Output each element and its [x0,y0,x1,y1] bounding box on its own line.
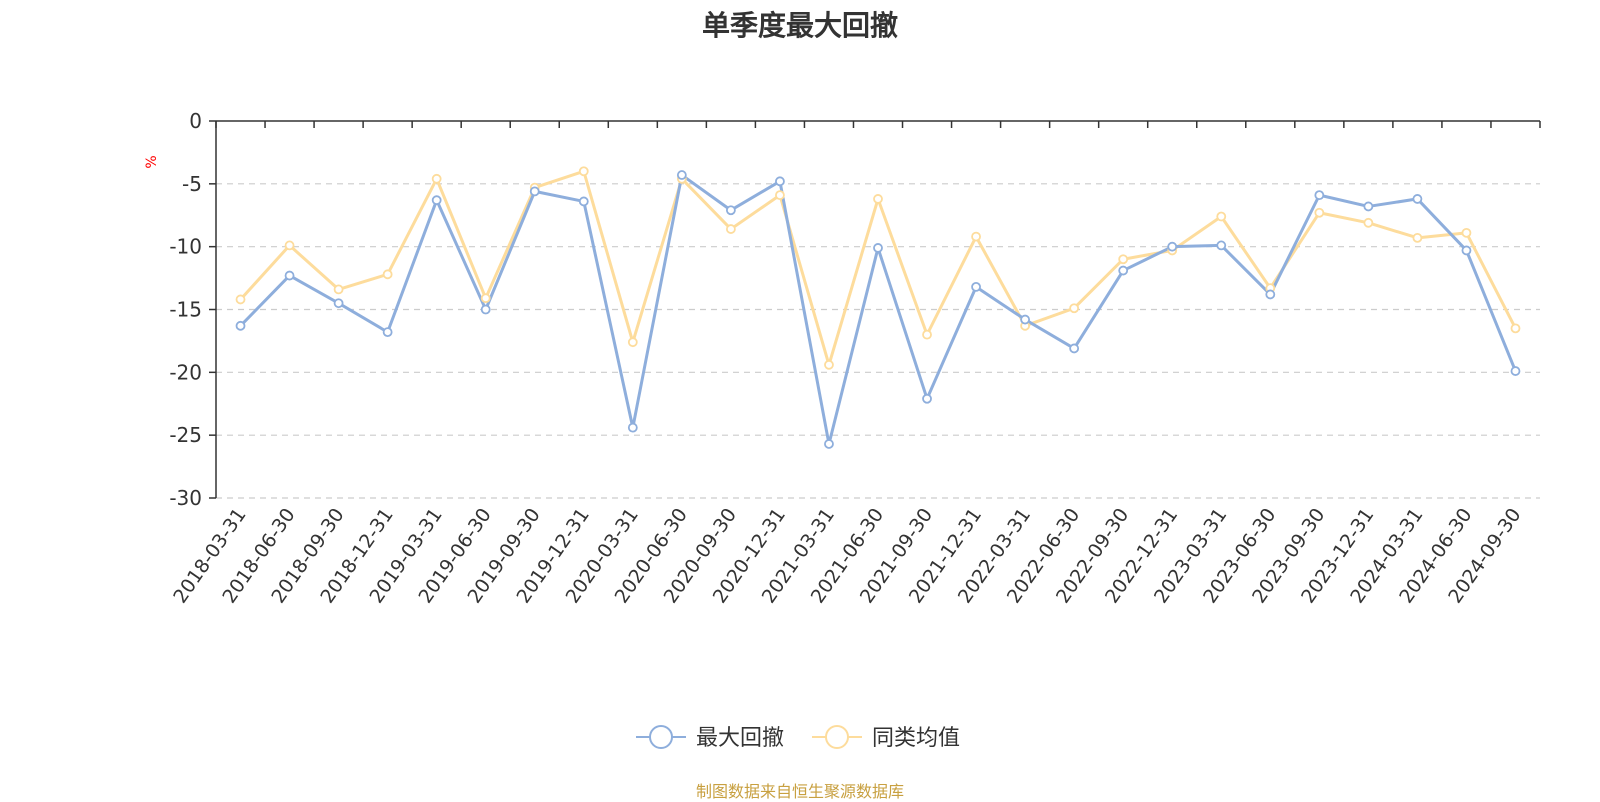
data-point[interactable] [1118,265,1129,276]
data-point[interactable] [824,359,834,370]
y-tick-label: -5 [182,172,202,196]
data-point[interactable] [971,231,981,242]
data-point[interactable] [480,293,491,304]
data-point[interactable] [775,190,785,201]
data-point[interactable] [431,173,442,184]
data-point[interactable] [775,176,785,187]
data-source-note: 制图数据来自恒生聚源数据库 [695,782,904,801]
y-tick-label: -30 [169,486,202,510]
y-tick-label: -25 [169,423,202,447]
x-tick-labels: 2018-03-312018-06-302018-09-302018-12-31… [169,504,1525,607]
data-point[interactable] [824,439,834,449]
data-point[interactable] [922,393,932,404]
legend-marker-icon[interactable] [649,725,673,749]
data-point[interactable] [971,281,981,292]
data-point[interactable] [1461,245,1472,256]
data-point[interactable] [235,294,246,305]
data-point[interactable] [235,320,246,331]
data-point[interactable] [284,240,295,251]
data-point[interactable] [333,298,344,309]
data-point[interactable] [1363,201,1374,212]
data-point[interactable] [1265,289,1276,300]
data-point[interactable] [1510,366,1521,376]
data-point[interactable] [1118,254,1129,265]
data-point[interactable] [1412,232,1423,243]
y-tick-label: -10 [169,235,202,259]
data-point[interactable] [1510,323,1521,334]
data-point[interactable] [1069,303,1080,314]
data-point[interactable] [382,327,393,338]
data-point[interactable] [1069,343,1080,354]
y-tick-label: -20 [169,360,202,384]
legend-label[interactable]: 同类均值 [872,726,960,751]
data-point[interactable] [529,186,540,197]
data-point[interactable] [431,195,442,206]
data-point[interactable] [676,170,687,180]
legend-marker-icon[interactable] [825,725,849,749]
chart-title: 单季度最大回撤 [701,9,898,42]
data-point[interactable] [382,269,393,280]
y-axis-label: % [144,155,160,168]
data-point[interactable] [873,194,883,204]
data-point[interactable] [1216,240,1227,251]
data-point[interactable] [1363,217,1374,228]
data-point[interactable] [627,422,638,433]
data-point[interactable] [725,205,736,216]
data-point[interactable] [333,284,344,295]
data-point[interactable] [1461,227,1472,238]
axes [209,120,1541,499]
data-point[interactable] [1167,241,1178,252]
y-tick-labels: 0 -5 -10 -15 -20 -25 -30 [169,109,202,510]
data-point[interactable] [1314,190,1325,201]
data-point[interactable] [1412,194,1423,204]
data-point[interactable] [578,166,589,177]
y-tick-label: 0 [189,109,202,133]
data-point[interactable] [480,304,491,315]
data-point[interactable] [627,337,638,348]
y-tick-label: -15 [169,298,202,322]
data-point[interactable] [1020,314,1031,325]
data-point[interactable] [725,224,736,234]
legend-label[interactable]: 最大回撤 [696,726,784,751]
data-point[interactable] [1216,211,1227,222]
legend: 最大回撤 同类均值 [636,725,960,751]
data-point[interactable] [922,329,932,340]
data-point[interactable] [873,243,883,253]
series-layer [235,166,1521,449]
data-point[interactable] [284,270,295,281]
data-point[interactable] [578,196,589,207]
grid-lines [216,183,1540,499]
data-point[interactable] [1314,207,1325,218]
